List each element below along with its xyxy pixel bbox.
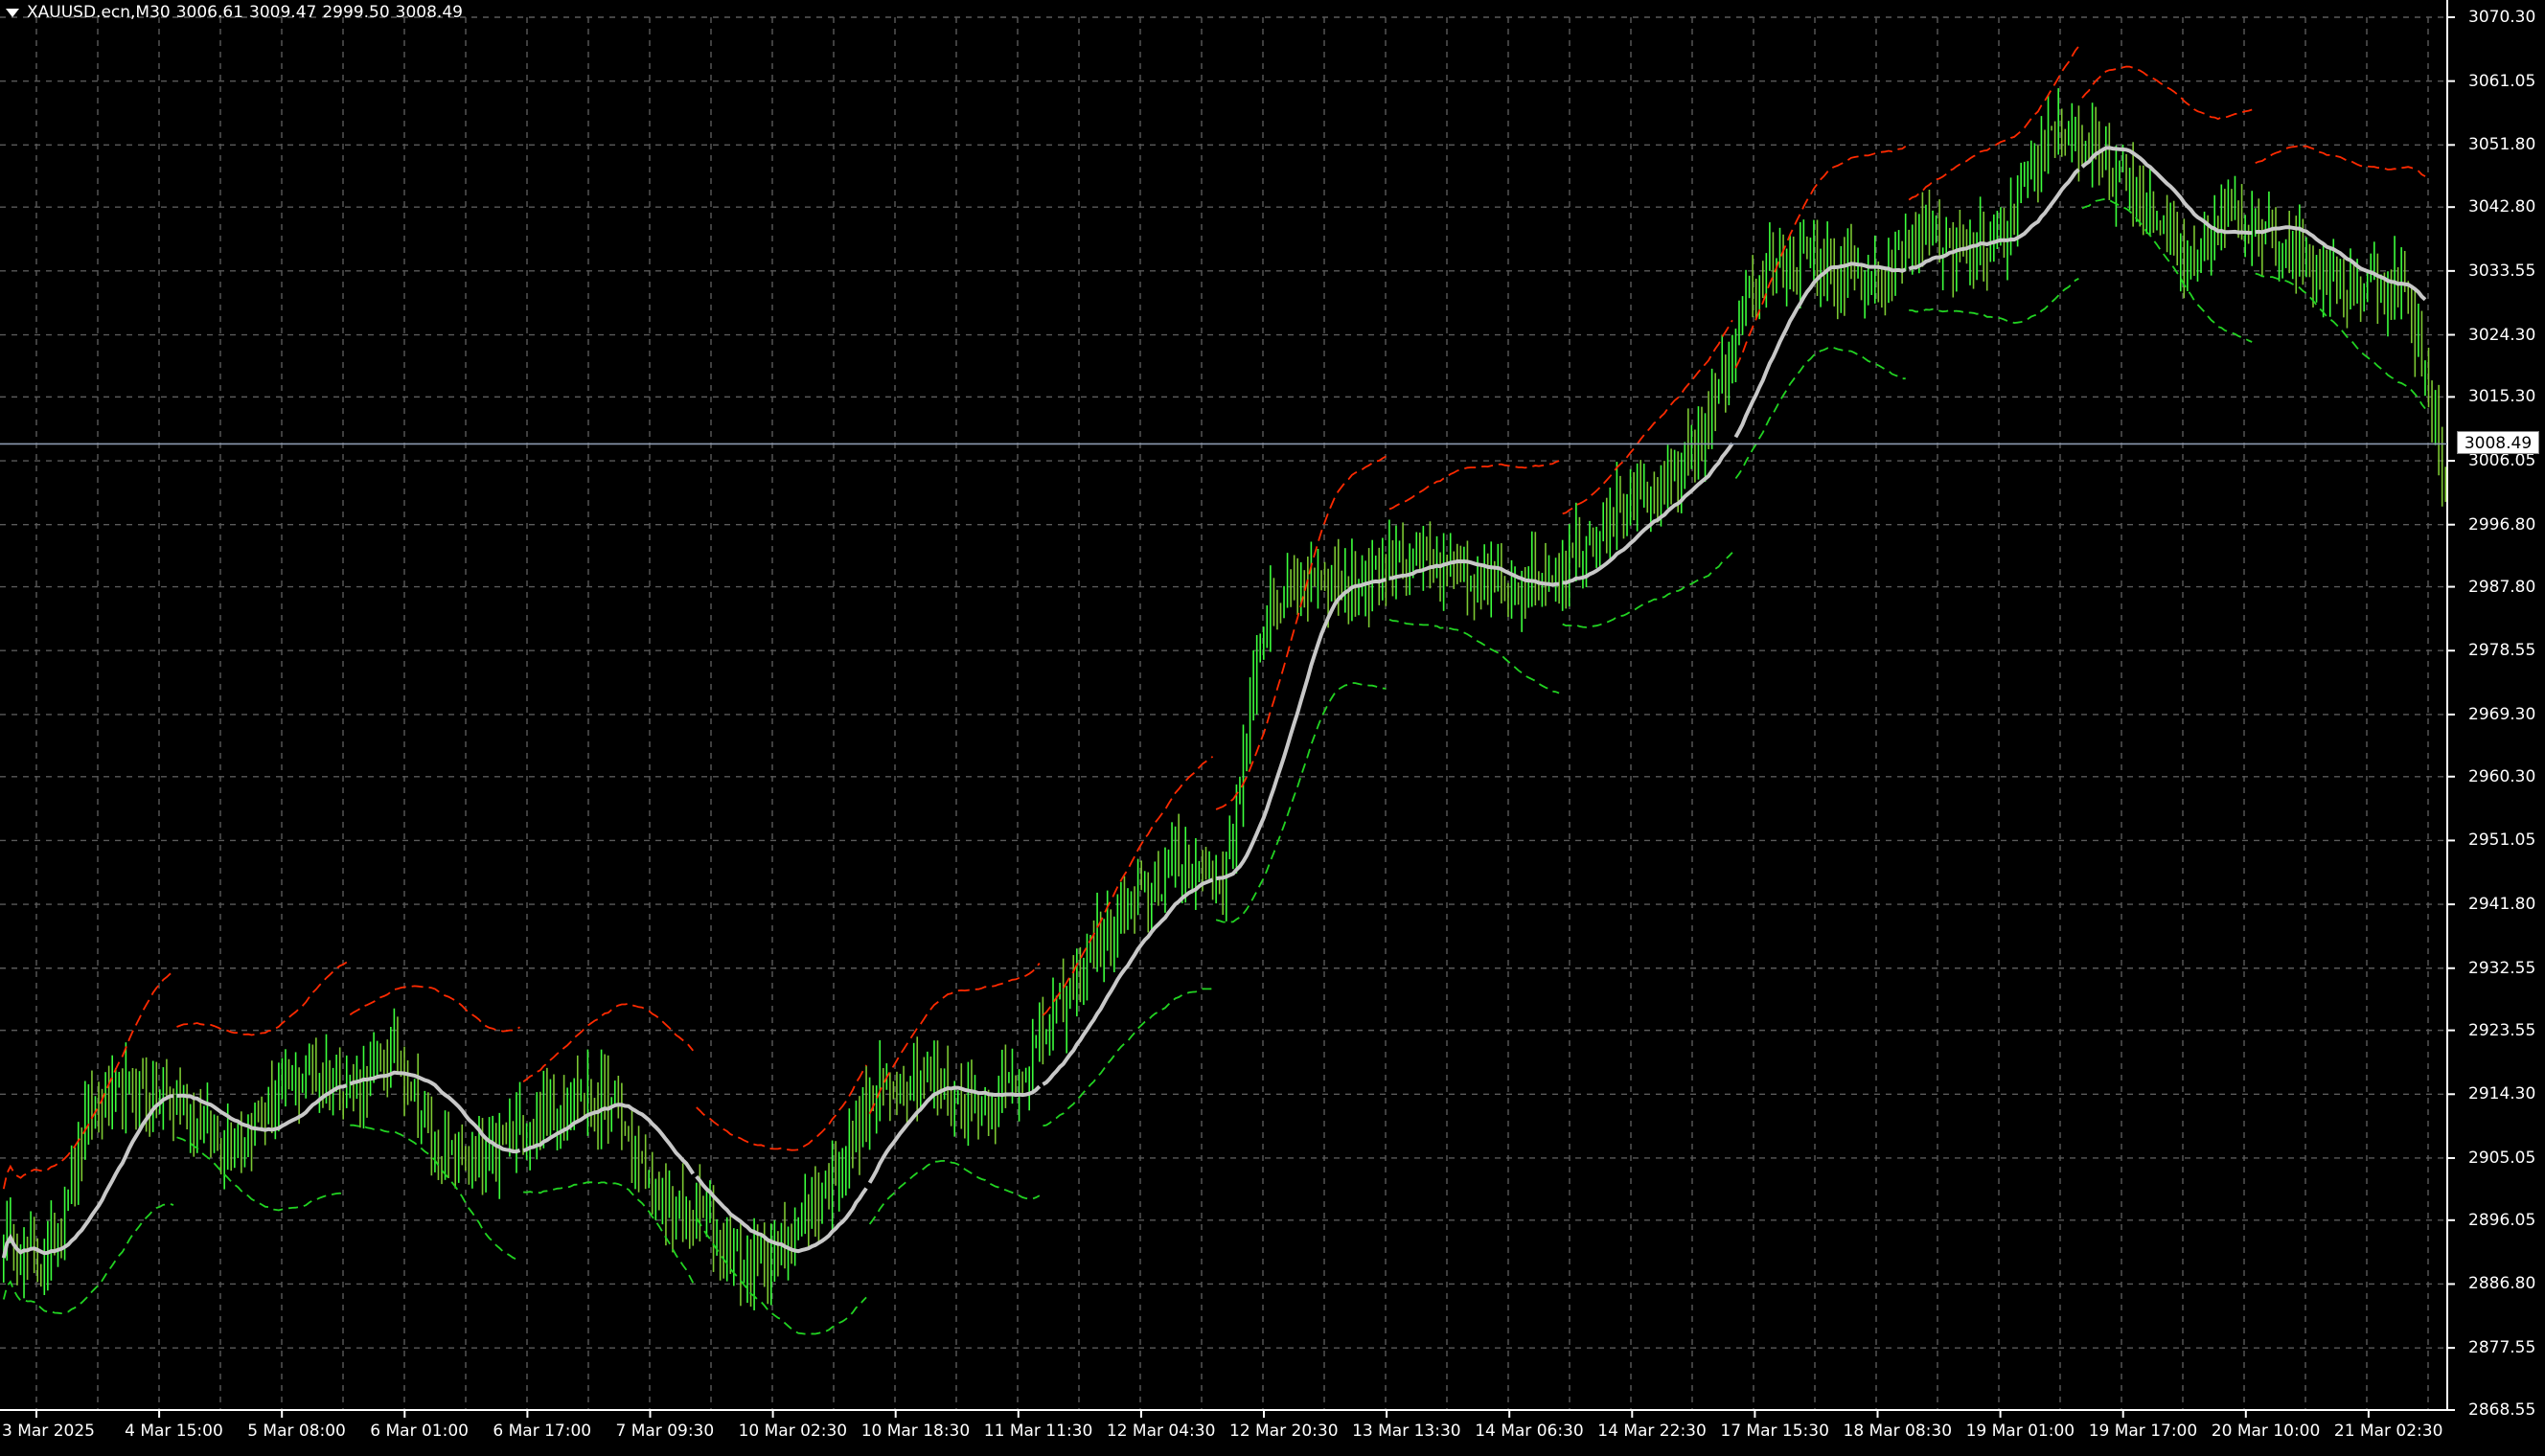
time-tick-label: 10 Mar 18:30: [860, 1422, 971, 1441]
price-tick-label: 2914.30: [2468, 1084, 2536, 1104]
time-tick-label: 10 Mar 02:30: [738, 1422, 848, 1441]
price-tick-label: 2905.05: [2468, 1148, 2536, 1168]
upper-band-line: [1562, 319, 1733, 515]
time-tick-label: 21 Mar 02:30: [2333, 1422, 2443, 1441]
time-tick-label: 4 Mar 15:00: [125, 1422, 223, 1441]
close-value: 3008.49: [395, 3, 463, 22]
upper-band-line: [1908, 45, 2080, 201]
lower-band-line: [696, 1217, 867, 1336]
moving-average-line: [349, 1070, 521, 1154]
open-value: 3006.61: [175, 3, 244, 22]
time-tick-label: 7 Mar 09:30: [615, 1422, 715, 1441]
triangle-down-icon[interactable]: [6, 8, 19, 17]
time-tick-label: 6 Mar 17:00: [493, 1422, 592, 1441]
time-tick-label: 12 Mar 20:30: [1229, 1422, 1339, 1441]
upper-band-line: [2081, 65, 2253, 121]
price-tick-label: 3070.30: [2468, 8, 2536, 27]
lower-band-line: [1043, 988, 1213, 1127]
time-tick-label: 19 Mar 01:00: [1965, 1422, 2075, 1441]
upper-band-line: [1215, 455, 1387, 810]
moving-average-line: [1, 1094, 174, 1259]
moving-average-line: [176, 1083, 348, 1132]
moving-average-line: [522, 1103, 695, 1175]
moving-average-line: [1908, 168, 2080, 271]
current-price-label: 3008.49: [2457, 431, 2539, 454]
price-tick-label: 2978.55: [2468, 641, 2536, 661]
low-value: 2999.50: [322, 3, 390, 22]
lower-band-line: [868, 1159, 1041, 1225]
upper-band-line: [2, 971, 174, 1190]
price-tick-label: 2886.80: [2468, 1274, 2536, 1294]
time-tick-label: 5 Mar 08:00: [247, 1422, 346, 1441]
price-tick-label: 2941.80: [2468, 895, 2536, 915]
symbol-label: XAUUSD.ecn,M30: [27, 3, 171, 22]
time-tick-label: 17 Mar 15:30: [1720, 1422, 1829, 1441]
lower-band-line: [1734, 346, 1906, 480]
upper-band-line: [349, 985, 520, 1033]
moving-average-line: [1042, 877, 1214, 1086]
price-tick-label: 3006.05: [2468, 451, 2536, 471]
price-tick-label: 3033.55: [2468, 261, 2536, 281]
lower-band-line: [1388, 618, 1560, 694]
price-tick-label: 2960.30: [2468, 766, 2536, 786]
upper-band-line: [1042, 756, 1214, 1016]
lower-band-line: [176, 1136, 347, 1212]
lower-band-line: [523, 1181, 695, 1284]
lower-band-line: [2, 1202, 174, 1315]
time-tick-label: 3 Mar 2025: [2, 1422, 95, 1441]
price-tick-label: 2932.55: [2468, 958, 2536, 978]
moving-average-line: [2255, 225, 2427, 302]
time-tick-label: 14 Mar 06:30: [1475, 1422, 1584, 1441]
time-tick-label: 12 Mar 04:30: [1106, 1422, 1216, 1441]
price-tick-label: 3051.80: [2468, 135, 2536, 155]
lower-band-line: [1215, 682, 1387, 923]
time-tick-label: 19 Mar 17:00: [2088, 1422, 2198, 1441]
lower-band-line: [1909, 277, 2079, 325]
chart-header: XAUUSD.ecn,M30 3006.61 3009.47 2999.50 3008.…: [6, 2, 469, 23]
upper-band-line: [176, 961, 348, 1036]
lower-band-line: [1562, 552, 1733, 628]
upper-band-line: [1388, 460, 1560, 511]
lower-band-line: [350, 1124, 520, 1261]
price-tick-label: 2969.30: [2468, 704, 2536, 724]
time-tick-label: 20 Mar 10:00: [2211, 1422, 2321, 1441]
moving-average-line: [2080, 146, 2253, 236]
price-tick-label: 3015.30: [2468, 387, 2536, 407]
price-tick-label: 2877.55: [2468, 1338, 2536, 1358]
upper-band-line: [522, 1002, 694, 1082]
upper-band-line: [1734, 145, 1907, 369]
moving-average-line: [1215, 578, 1387, 881]
lower-band-line: [2081, 197, 2253, 343]
price-tick-label: 2923.55: [2468, 1020, 2536, 1040]
price-tick-label: 3061.05: [2468, 71, 2536, 91]
price-tick-label: 3042.80: [2468, 197, 2536, 217]
price-tick-label: 2868.55: [2468, 1400, 2536, 1420]
price-tick-label: 3024.30: [2468, 325, 2536, 345]
time-tick-label: 13 Mar 13:30: [1352, 1422, 1461, 1441]
time-tick-label: 18 Mar 08:30: [1843, 1422, 1953, 1441]
price-tick-label: 2951.05: [2468, 830, 2536, 851]
moving-average-line: [1733, 262, 1907, 439]
moving-average-line: [1388, 558, 1560, 587]
time-tick-label: 6 Mar 01:00: [370, 1422, 469, 1441]
moving-average-line: [1562, 442, 1734, 585]
high-value: 3009.47: [249, 3, 317, 22]
price-tick-label: 2987.80: [2468, 577, 2536, 597]
upper-band-line: [696, 1064, 867, 1151]
moving-average-line: [867, 1084, 1042, 1184]
price-tick-label: 2896.05: [2468, 1210, 2536, 1230]
time-tick-label: 11 Mar 11:30: [983, 1422, 1093, 1441]
moving-average-line: [695, 1174, 868, 1254]
upper-band-line: [868, 963, 1041, 1115]
time-tick-label: 14 Mar 22:30: [1597, 1422, 1707, 1441]
upper-band-line: [2255, 144, 2426, 177]
price-tick-label: 2996.80: [2468, 514, 2536, 535]
